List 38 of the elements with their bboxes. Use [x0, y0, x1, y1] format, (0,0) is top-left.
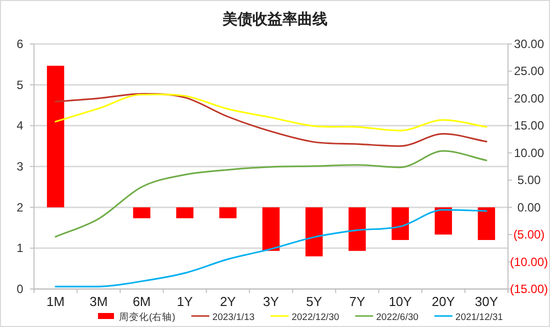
y2-tick-label: (10.00) — [510, 254, 548, 269]
y2-tick-label: (5.00) — [513, 228, 545, 242]
line-series — [54, 93, 488, 147]
line-series — [54, 150, 488, 238]
x-tick-label: 10Y — [388, 294, 412, 309]
y2-tick-label: 20.00 — [514, 91, 544, 106]
legend-label: 2022/12/30 — [292, 312, 340, 323]
line-series — [54, 94, 488, 132]
y-tick-label: 1 — [16, 241, 24, 256]
x-tick-label: 2Y — [220, 294, 236, 309]
legend-label: 2021/12/31 — [455, 312, 503, 323]
x-tick-label: 5Y — [306, 294, 322, 309]
line-series — [54, 208, 488, 288]
y-tick-label: 0 — [16, 282, 24, 296]
legend-label: 2023/1/13 — [212, 312, 255, 323]
y2-tick-label: 30.00 — [514, 37, 544, 51]
y2-tick-label: 25.00 — [514, 64, 544, 78]
x-tick-label: 1Y — [176, 294, 194, 309]
y2-tick-label: 0.00 — [517, 200, 541, 214]
y-tick-label: 6 — [16, 37, 24, 51]
y-tick-label: 5 — [16, 78, 24, 92]
y2-tick-label: 15.00 — [514, 118, 544, 133]
y-tick-label: 4 — [16, 118, 24, 133]
y2-tick-label: (15.00) — [510, 282, 548, 296]
chart-title: 美债收益率曲线 — [222, 10, 328, 28]
y2-tick-label: 5.00 — [517, 173, 541, 188]
x-tick-label: 7Y — [349, 294, 366, 309]
legend-label: 周变化(右轴) — [119, 311, 176, 323]
x-tick-label: 20Y — [432, 294, 456, 309]
x-tick-label: 6M — [132, 294, 151, 309]
y-tick-label: 3 — [16, 160, 24, 174]
y-tick-label: 2 — [16, 200, 24, 214]
x-tick-label: 3Y — [263, 294, 280, 309]
y2-tick-label: 10.00 — [514, 146, 544, 160]
x-tick-label: 3M — [90, 294, 108, 309]
x-tick-label: 30Y — [474, 294, 498, 309]
legend-label: 2022/6/30 — [376, 312, 418, 323]
x-tick-label: 1M — [46, 294, 65, 309]
